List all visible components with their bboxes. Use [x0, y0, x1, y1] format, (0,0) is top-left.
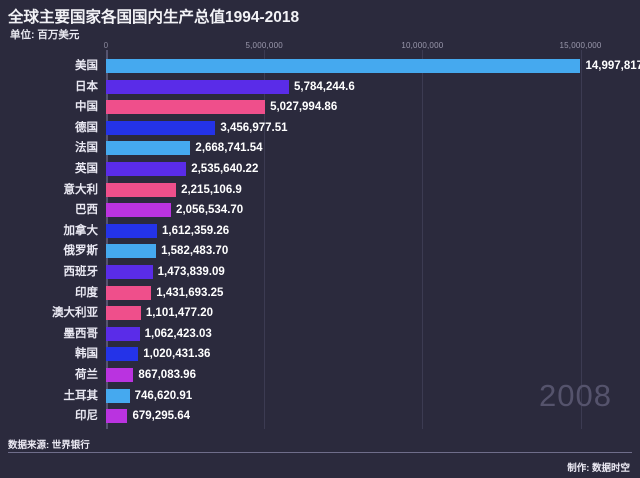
axis-tick-label: 15,000,000: [559, 41, 602, 50]
bar-value-label: 5,027,994.86: [270, 101, 338, 114]
bar[interactable]: [106, 326, 140, 341]
bar[interactable]: [106, 120, 216, 135]
bar-value-label: 3,456,977.51: [220, 121, 288, 134]
bar-category-label: 荷兰: [75, 369, 98, 381]
gridline-0: [106, 50, 108, 429]
bar[interactable]: [106, 79, 289, 94]
bar[interactable]: [106, 203, 172, 218]
bar-row[interactable]: 西班牙 1,473,839.09: [0, 262, 640, 282]
bar-value-label: 1,473,839.09: [157, 266, 225, 278]
bar[interactable]: [106, 347, 139, 362]
bar-value-label: 2,668,741.54: [195, 142, 263, 155]
year-watermark: 2008: [539, 378, 612, 413]
bar-row[interactable]: 荷兰 867,083.96: [0, 365, 640, 385]
footer-divider: [8, 452, 632, 453]
unit-label: 单位: 百万美元: [10, 29, 80, 41]
bar-row[interactable]: 日本 5,784,244.6: [0, 77, 640, 97]
gridline-15000000: [580, 50, 582, 429]
bar-category-label: 澳大利亚: [52, 307, 98, 320]
bar[interactable]: [106, 244, 157, 259]
bar[interactable]: [106, 223, 157, 238]
axis-tick-label: 5,000,000: [245, 41, 283, 50]
bar[interactable]: [106, 100, 266, 115]
bar-row[interactable]: 法国 2,668,741.54: [0, 138, 640, 158]
page-title: 全球主要国家各国国内生产总值1994-2018: [8, 9, 300, 26]
bar-category-label: 德国: [75, 121, 98, 134]
bar-category-label: 中国: [75, 101, 98, 114]
axis-tick-label: 10,000,000: [401, 41, 444, 50]
bar-row[interactable]: 墨西哥 1,062,423.03: [0, 324, 640, 344]
bar[interactable]: [106, 388, 130, 403]
bar-row[interactable]: 印尼 679,295.64: [0, 406, 640, 426]
bar-value-label: 746,620.91: [134, 389, 193, 402]
bar-row[interactable]: 德国 3,456,977.51: [0, 118, 640, 138]
bar-row[interactable]: 印度 1,431,693.25: [0, 283, 640, 303]
bar-category-label: 土耳其: [63, 389, 99, 402]
bar-row[interactable]: 中国 5,027,994.86: [0, 97, 640, 117]
bar[interactable]: [106, 285, 152, 300]
bar[interactable]: [106, 409, 128, 424]
credit-label: 制作: 数据时空: [567, 463, 630, 474]
plot-area: 0 5,000,000 10,000,000 15,000,000 美国 14,997,8…: [0, 41, 640, 429]
bar[interactable]: [106, 182, 177, 197]
bar-value-label: 5,784,244.6: [293, 80, 355, 93]
bar-category-label: 西班牙: [63, 266, 99, 278]
bar-category-label: 加拿大: [63, 224, 99, 237]
bar-row[interactable]: 意大利 2,215,106.9: [0, 180, 640, 200]
bar-value-label: 679,295.64: [132, 410, 191, 423]
bar-row[interactable]: 英国 2,535,640.22: [0, 159, 640, 179]
bar-value-label: 2,215,106.9: [181, 183, 242, 196]
bar-category-label: 俄罗斯: [63, 245, 99, 258]
bar-row[interactable]: 巴西 2,056,534.70: [0, 200, 640, 220]
bar-value-label: 867,083.96: [138, 369, 196, 381]
bar-category-label: 巴西: [75, 204, 98, 217]
bar-value-label: 14,997,817: [585, 60, 640, 72]
bar-value-label: 2,056,534.70: [176, 204, 244, 217]
bar[interactable]: [106, 141, 191, 156]
bar-category-label: 日本: [75, 80, 98, 93]
bar-category-label: 英国: [75, 163, 98, 175]
bar-category-label: 美国: [75, 60, 98, 72]
bar-value-label: 1,582,483.70: [161, 245, 229, 258]
bar-value-label: 2,535,640.22: [191, 163, 259, 175]
bar-row[interactable]: 土耳其 746,620.91: [0, 386, 640, 406]
axis-tick-label: 0: [103, 41, 109, 50]
bar-category-label: 印尼: [75, 410, 98, 423]
bar-row[interactable]: 美国 14,997,817: [0, 56, 640, 76]
bar-row[interactable]: 加拿大 1,612,359.26: [0, 221, 640, 241]
bar[interactable]: [106, 59, 581, 73]
bar-value-label: 1,020,431.36: [143, 348, 211, 361]
gridline-10000000: [422, 50, 424, 429]
bar-row[interactable]: 澳大利亚 1,101,477.20: [0, 303, 640, 323]
bar-row[interactable]: 韩国 1,020,431.36: [0, 344, 640, 364]
bar-category-label: 墨西哥: [63, 327, 99, 340]
bar[interactable]: [106, 306, 141, 321]
bar[interactable]: [106, 162, 187, 176]
bar-value-label: 1,612,359.26: [162, 224, 230, 237]
bar-category-label: 印度: [75, 286, 98, 299]
gridline-5000000: [264, 50, 266, 429]
bar[interactable]: [106, 368, 134, 382]
bar-row[interactable]: 俄罗斯 1,582,483.70: [0, 241, 640, 261]
bar-category-label: 法国: [75, 142, 98, 155]
bar-value-label: 1,101,477.20: [145, 307, 213, 320]
bar-category-label: 意大利: [63, 183, 99, 196]
bar-value-label: 1,431,693.25: [156, 286, 224, 299]
bar-category-label: 韩国: [75, 348, 98, 361]
data-source-label: 数据来源: 世界银行: [8, 440, 90, 451]
bar-value-label: 1,062,423.03: [144, 327, 212, 340]
bar[interactable]: [106, 265, 153, 279]
